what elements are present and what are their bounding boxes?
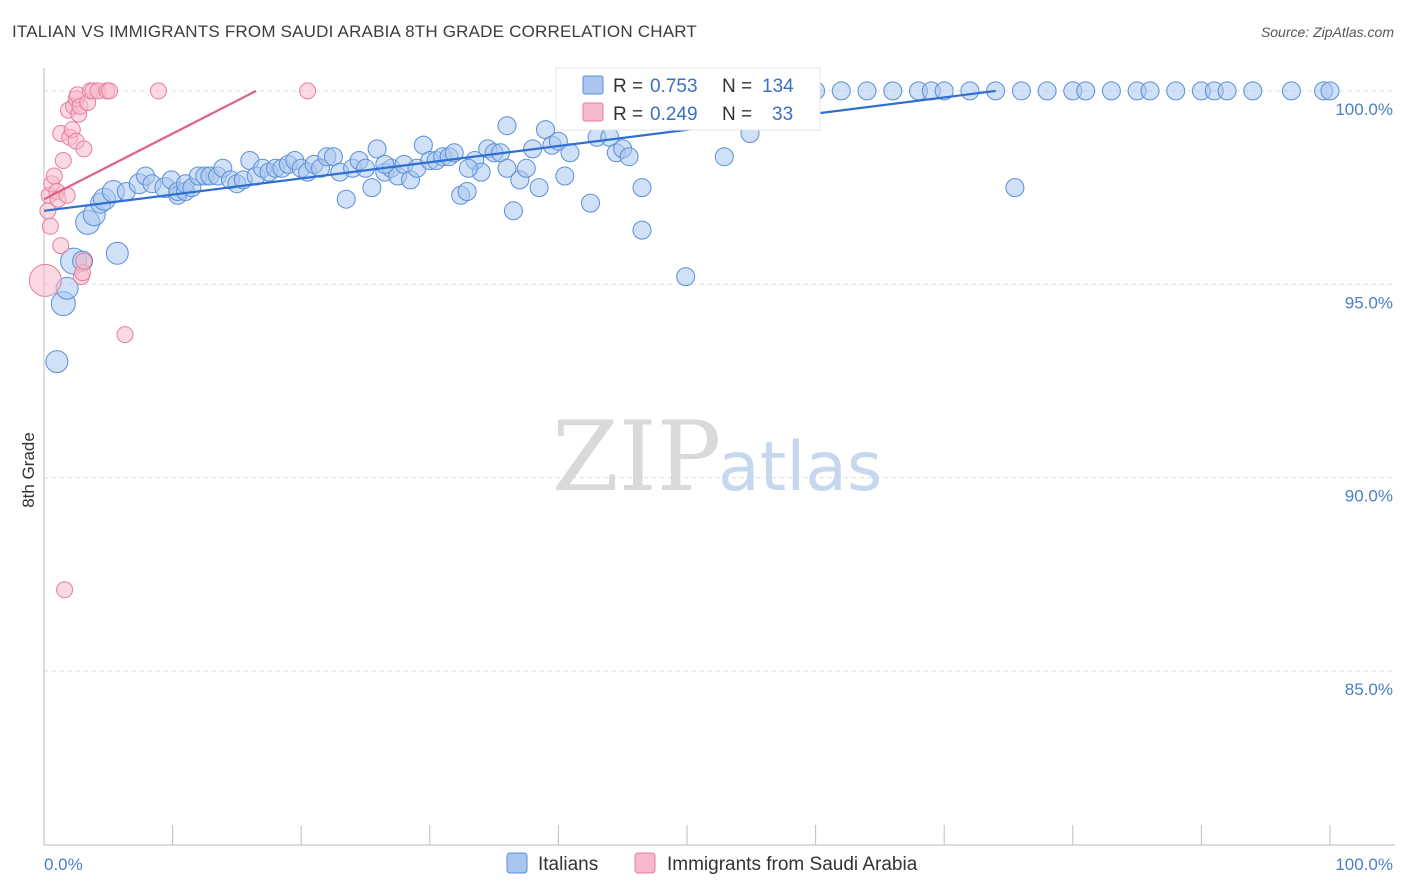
italians-point-50 [367, 139, 387, 159]
legend-r-value-1: 0.753 [650, 76, 698, 97]
italians-point-48 [356, 158, 375, 178]
italians-point-75 [529, 178, 549, 198]
italians-point-92 [632, 220, 652, 240]
saudi-point-25 [75, 140, 93, 158]
italians-point-135 [497, 116, 517, 136]
saudi-points [28, 82, 317, 599]
saudi-point-8 [52, 237, 70, 255]
legend-n-label-1: N = [722, 76, 752, 97]
saudi-point-24 [75, 252, 93, 270]
italians-point-132 [1281, 81, 1301, 101]
italians-point-124 [1101, 81, 1121, 101]
legend-swatch-saudi [582, 102, 604, 122]
y-tick-labels: 100.0% 95.0% 90.0% 85.0% [1335, 100, 1393, 699]
saudi-point-10 [54, 152, 72, 169]
legend-r-label-2: R = [613, 104, 643, 125]
legend-n-label-2: N = [722, 104, 752, 125]
saudi-point-33 [150, 82, 167, 100]
italians-point-91 [632, 178, 652, 198]
saudi-point-0 [28, 263, 62, 297]
x-tick-label-0: 0.0% [44, 855, 83, 874]
italians-point-70 [497, 158, 517, 178]
italians-point-130 [1217, 81, 1237, 101]
bottom-legend-swatch-saudi [634, 852, 656, 874]
italians-point-111 [831, 81, 851, 101]
italians-point-0 [45, 350, 69, 374]
saudi-point-32 [116, 326, 134, 344]
y-tick-label-2: 90.0% [1345, 487, 1393, 506]
italians-point-117 [960, 81, 980, 101]
italians-point-83 [581, 193, 600, 213]
italians-point-123 [1076, 81, 1096, 101]
series-legend: Italians Immigrants from Saudi Arabia [506, 852, 918, 875]
italians-point-112 [857, 81, 877, 101]
watermark: ZIP atlas [552, 401, 882, 513]
italians-point-136 [458, 158, 478, 178]
italians-point-80 [560, 143, 580, 163]
x-tick-label-1: 100.0% [1335, 855, 1393, 874]
italians-point-45 [336, 189, 356, 209]
legend-r-value-2: 0.249 [650, 104, 698, 125]
legend-n-value-1: 134 [762, 76, 794, 97]
italians-point-137 [375, 154, 395, 174]
y-tick-label-0: 100.0% [1335, 100, 1393, 119]
italians-point-127 [1166, 81, 1186, 101]
source-label: Source: ZipAtlas.com [1260, 24, 1394, 40]
bottom-legend-swatch-italians [506, 852, 528, 874]
italians-point-9 [105, 241, 129, 265]
saudi-point-31 [101, 82, 119, 100]
italians-point-116 [934, 81, 954, 101]
legend-swatch-italians [582, 75, 604, 95]
italians-point-62 [444, 143, 464, 163]
saudi-point-11 [56, 581, 74, 599]
italians-point-96 [676, 267, 696, 287]
legend-n-value-2: 33 [772, 104, 793, 125]
legend-r-label-1: R = [613, 76, 643, 97]
chart-title: ITALIAN VS IMMIGRANTS FROM SAUDI ARABIA … [12, 22, 697, 41]
italians-point-79 [555, 166, 575, 186]
italians-point-49 [362, 178, 382, 198]
italians-point-71 [503, 201, 523, 221]
italians-point-121 [1037, 81, 1057, 101]
saudi-point-34 [299, 82, 317, 100]
bottom-legend-saudi: Immigrants from Saudi Arabia [667, 854, 918, 875]
italians-point-113 [883, 81, 903, 101]
watermark-zip: ZIP [552, 401, 721, 513]
bottom-legend-italians: Italians [538, 854, 598, 875]
saudi-point-3 [41, 217, 59, 235]
italians-point-134 [1320, 81, 1340, 101]
y-axis-label: 8th Grade [19, 432, 38, 508]
italians-point-73 [516, 158, 536, 178]
italians-point-131 [1243, 81, 1263, 101]
italians-point-119 [1005, 178, 1025, 198]
y-tick-label-3: 85.0% [1345, 680, 1393, 699]
correlation-legend: R = 0.753 N = 134 R = 0.249 N = 33 [555, 67, 821, 131]
y-tick-label-1: 95.0% [1345, 293, 1393, 312]
saudi-trend-line [43, 89, 257, 201]
italians-point-126 [1140, 81, 1160, 101]
watermark-atlas: atlas [718, 428, 882, 507]
saudi-point-5 [45, 167, 63, 185]
italians-point-100 [714, 147, 734, 167]
trend-lines [43, 89, 996, 212]
italians-point-64 [457, 182, 477, 201]
x-tick-labels: 0.0% 100.0% [44, 855, 1393, 874]
italians-point-89 [619, 147, 639, 167]
italians-point-120 [1011, 81, 1031, 101]
italians-trend-line [43, 89, 996, 212]
